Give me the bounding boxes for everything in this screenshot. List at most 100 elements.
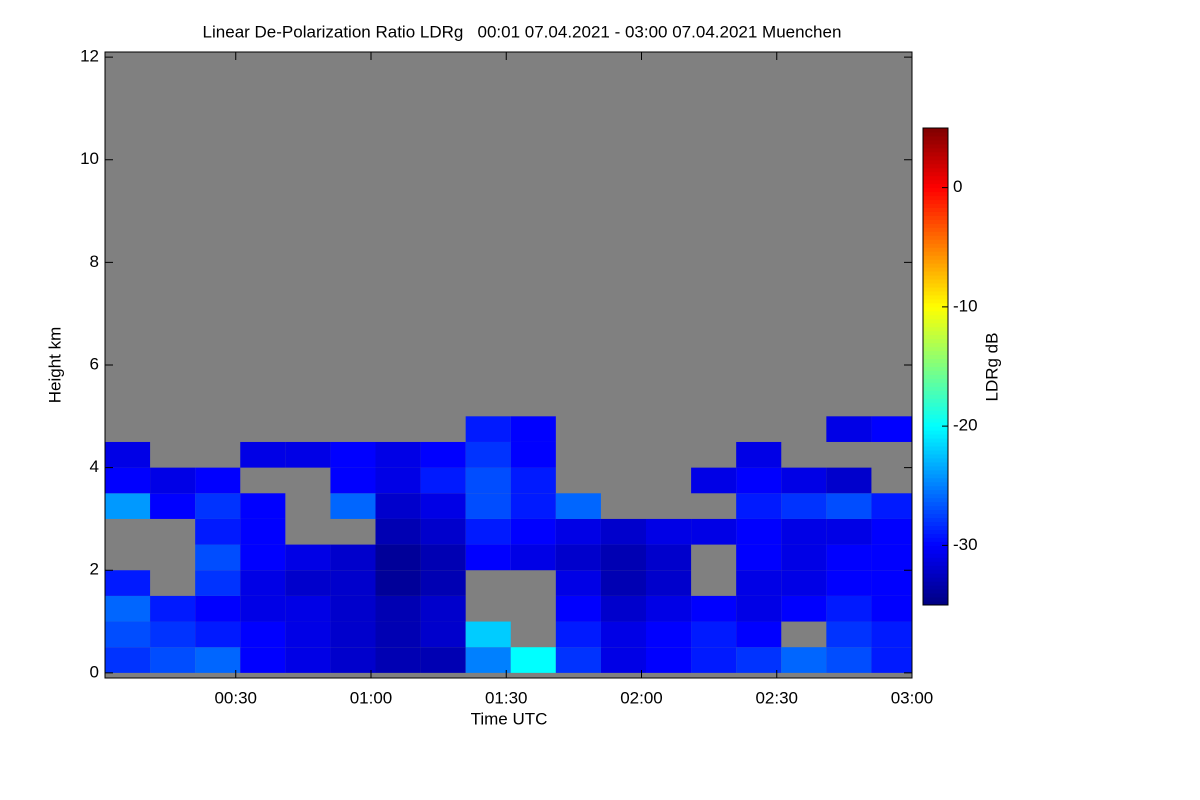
colorbar-segment [923,394,948,399]
heatmap-cell [646,595,692,622]
colorbar-segment [923,131,948,137]
heatmap-cell [285,621,331,648]
heatmap-cell [420,467,466,494]
colorbar-segment [923,521,948,526]
colorbar-segment [923,529,948,534]
chart-title: Linear De-Polarization Ratio LDRg 00:01 … [203,22,842,41]
colorbar-segment [923,549,948,554]
colorbar-segment [923,553,948,558]
colorbar-segment [923,505,948,511]
colorbar-segment [923,589,948,594]
colorbar-segment [923,585,948,590]
y-tick-label: 6 [90,354,99,373]
x-axis-label: Time UTC [471,709,548,728]
colorbar-segment [923,382,948,387]
heatmap-cell [420,647,466,673]
heatmap-cell [781,595,827,622]
heatmap-cell [240,595,286,622]
colorbar-segment [923,418,948,423]
colorbar-segment [923,593,948,598]
colorbar-segment [923,159,948,165]
colorbar-segment [923,271,948,276]
colorbar-segment [923,374,948,379]
heatmap-cell [105,493,151,519]
heatmap-cell [465,544,511,571]
colorbar-segment [923,207,948,212]
y-tick-label: 2 [90,560,99,579]
heatmap-cell [285,570,331,596]
heatmap-cell [150,493,196,519]
y-tick-label: 10 [80,149,99,168]
heatmap-cell [736,441,782,468]
colorbar-segment [923,449,948,455]
heatmap-cell [600,544,647,571]
heatmap-cell [375,647,421,673]
colorbar-segment [923,290,948,296]
colorbar-segment [923,330,948,336]
colorbar-segment [923,434,948,439]
heatmap-cell [330,493,376,519]
heatmap-cell [736,595,782,622]
heatmap-cell [285,544,331,571]
heatmap-cell [510,518,556,545]
heatmap-cell [646,544,692,571]
heatmap-cell [691,467,737,494]
x-tick-label: 03:00 [891,688,934,707]
heatmap-cell [555,595,601,622]
colorbar-tick-label: -20 [953,416,978,435]
colorbar-segment [923,171,948,177]
heatmap-cell [555,493,601,519]
heatmap-cell [736,647,782,673]
heatmap-cell [195,493,241,519]
heatmap-cell [600,595,647,622]
colorbar-segment [923,465,948,471]
colorbar-segment [923,422,948,427]
heatmap-cell [105,570,151,596]
heatmap-cell [375,595,421,622]
heatmap-cell [781,544,827,571]
x-tick-label: 02:00 [620,688,663,707]
colorbar-segment [923,294,948,300]
colorbar-segment [923,513,948,519]
heatmap-cell [781,647,827,673]
heatmap-cell [465,621,511,648]
colorbar-segment [923,183,948,189]
colorbar-segment [923,175,948,181]
heatmap-cell [691,518,737,545]
colorbar-segment [923,314,948,320]
colorbar-segment [923,163,948,169]
colorbar-segment [923,251,948,256]
heatmap-cell [646,621,692,648]
heatmap-cell [195,595,241,622]
colorbar-segment [923,155,948,161]
colorbar-segment [923,362,948,367]
heatmap-cell [105,621,151,648]
colorbar-segment [923,601,948,606]
heatmap-cell [330,621,376,648]
colorbar-segment [923,446,948,451]
colorbar-segment [923,135,948,141]
colorbar-segment [923,557,948,562]
heatmap-cell [600,621,647,648]
heatmap-cell [781,518,827,545]
heatmap-cell [420,595,466,622]
heatmap-cell [420,570,466,596]
heatmap-cell [375,570,421,596]
heatmap-cell [826,518,872,545]
colorbar-segment [923,485,948,491]
heatmap-cell [691,621,737,648]
colorbar-segment [923,306,948,312]
colorbar-segment [923,223,948,228]
heatmap-cell [150,647,196,673]
x-tick-label: 02:30 [755,688,798,707]
colorbar-segment [923,143,948,149]
heatmap-cell [465,416,511,442]
colorbar-segment [923,358,948,364]
heatmap-cell [600,647,647,673]
heatmap-cell [871,493,912,519]
colorbar-segment [923,414,948,419]
x-tick-label: 01:30 [485,688,528,707]
heatmap-cell [826,595,872,622]
colorbar-segment [923,438,948,443]
